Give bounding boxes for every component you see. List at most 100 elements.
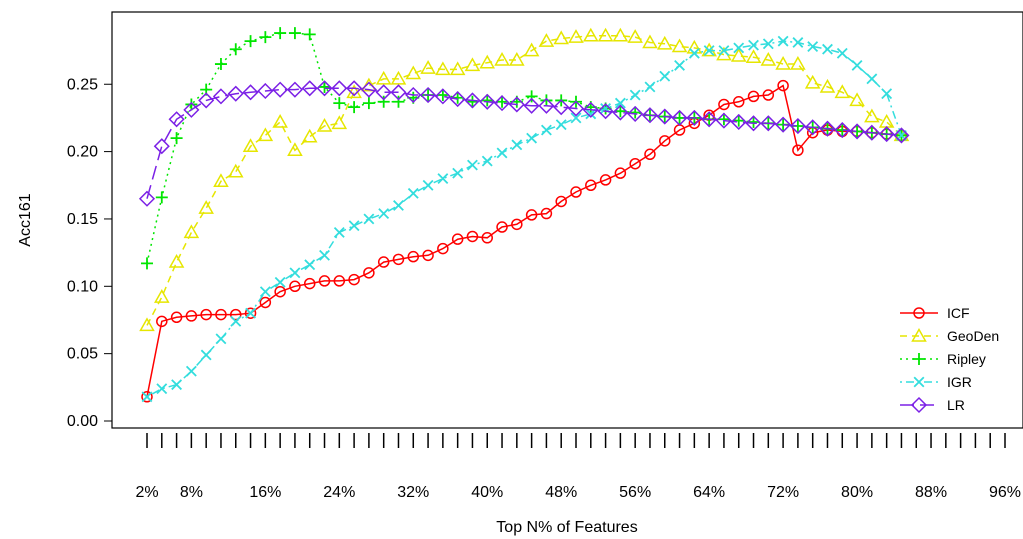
data-point-igr [762,38,774,50]
data-point-icf [659,135,671,147]
data-point-lr [863,124,880,141]
legend-item-geoden: GeoDen [900,327,999,344]
x-tick-label: 40% [471,484,503,501]
data-point-lr [523,97,540,114]
data-point-geoden [464,57,481,72]
data-point-igr [718,45,730,57]
data-point-icf [333,275,346,287]
data-point-geoden [494,51,510,66]
legend-marker-igr [913,376,925,388]
data-point-igr [822,43,833,55]
data-point-ripley [466,95,479,108]
data-point-icf [259,296,272,309]
data-point-icf [156,315,168,328]
data-point-igr [348,220,360,232]
data-point-geoden [804,74,821,89]
data-point-ripley [229,43,242,56]
data-point-geoden [375,70,392,85]
data-point-geoden [435,61,451,76]
data-point-lr [301,80,318,97]
data-point-lr [183,101,200,118]
legend-label-igr: IGR [947,374,972,390]
data-point-igr [156,383,168,395]
data-point-icf [747,90,760,103]
data-point-igr [614,97,626,109]
data-point-geoden [331,115,348,130]
data-point-ripley [288,27,301,40]
data-point-lr [464,92,481,109]
data-point-geoden [479,54,496,69]
y-tick-label: 0.15 [67,211,98,228]
data-point-lr [893,127,910,144]
data-point-igr [378,208,390,219]
data-point-lr [878,126,895,143]
data-point-lr [390,84,407,101]
data-point-lr [316,80,333,97]
data-point-igr [540,124,552,136]
data-point-icf [215,308,227,321]
y-axis: 0.00 0.05 0.10 0.15 0.20 0.25 [67,76,112,430]
data-point-igr [333,226,345,238]
data-point-igr [570,112,582,124]
data-point-ripley [525,90,538,103]
data-point-lr [819,120,836,137]
data-point-ripley [614,105,627,118]
data-point-ripley [377,95,390,108]
data-point-igr [259,286,271,298]
data-point-igr [393,200,404,211]
data-point-geoden [597,27,614,42]
data-point-geoden [523,42,540,57]
data-point-igr [319,249,330,261]
x-axis: 2% 8% 16% 24% 32% 40% 48% 56% 64% 72% 80% 88% 96% [135,433,1021,501]
x-tick-label: 96% [989,484,1021,501]
data-point-lr [538,97,555,114]
data-point-lr [227,85,244,102]
data-point-igr [496,147,508,159]
data-point-icf [437,242,449,255]
data-point-igr [171,379,183,391]
data-point-icf [318,275,331,287]
data-point-geoden [390,70,407,85]
data-point-geoden [612,27,629,42]
data-point-lr [775,116,792,133]
data-point-ripley [717,113,730,126]
data-point-geoden [449,61,466,76]
series-ripley [141,27,908,270]
data-point-lr [701,111,718,128]
data-point-icf [525,209,538,221]
data-point-igr [836,47,848,59]
x-tick-label: 16% [249,484,281,501]
data-point-icf [274,285,286,298]
legend-item-ripley: Ripley [900,351,986,367]
data-point-geoden [420,60,436,74]
legend-marker-ripley [913,353,925,365]
legend-label-icf: ICF [947,305,970,321]
data-point-lr [612,104,629,121]
data-point-lr [346,80,363,97]
data-point-icf [614,167,627,179]
data-point-lr [405,86,422,104]
data-point-lr [360,81,377,98]
data-point-lr [479,93,496,110]
data-point-ripley [496,95,509,108]
data-point-geoden [686,39,703,54]
data-point-ripley [185,98,198,111]
data-point-ripley [274,27,287,40]
data-point-lr [138,190,156,207]
data-point-igr [629,89,641,101]
data-point-lr [272,81,289,98]
data-point-lr [597,103,614,120]
data-point-lr [493,95,511,112]
data-point-lr [627,105,644,122]
data-point-igr [289,267,301,279]
data-point-lr [745,115,762,132]
data-point-lr [849,123,866,140]
legend-label-ripley: Ripley [947,351,986,367]
data-point-ripley [392,95,405,108]
data-point-geoden [627,29,643,43]
series-line-geoden [146,35,902,326]
data-point-geoden [568,29,584,43]
x-tick-label: 56% [619,484,651,501]
y-tick-label: 0.00 [67,413,98,430]
x-tick-label: 2% [135,484,158,501]
